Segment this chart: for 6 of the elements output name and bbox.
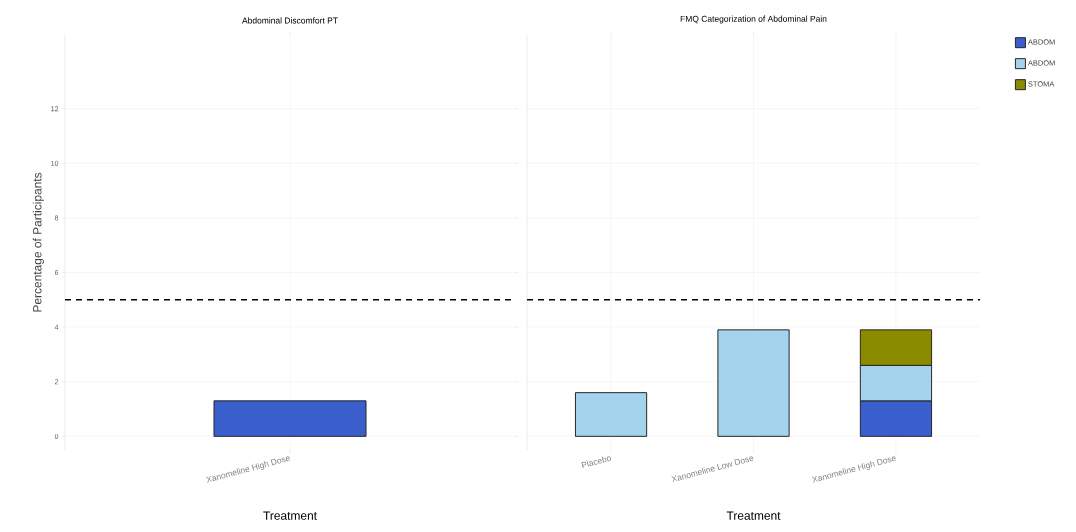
y-axis-title: Percentage of Participants — [32, 172, 44, 312]
x-axis-title: Treatment — [263, 511, 317, 520]
chart-title: Abdominal Discomfort PT — [242, 17, 338, 24]
x-tick-label: Placebo — [581, 456, 612, 469]
chart-title: FMQ Categorization of Abdominal Pain — [680, 15, 827, 24]
x-axis-title: Treatment — [726, 511, 781, 520]
